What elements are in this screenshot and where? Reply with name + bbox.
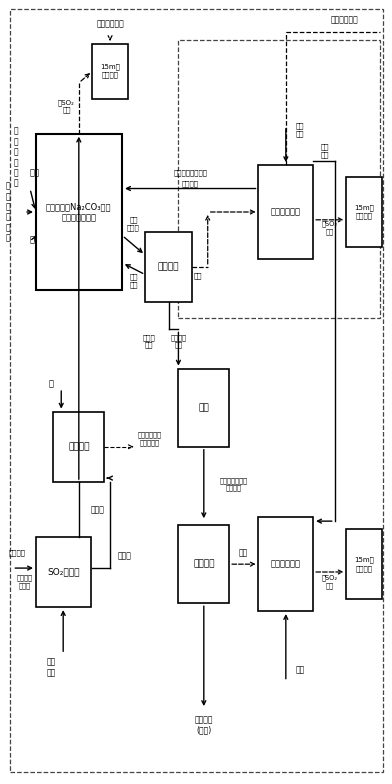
Text: 旋风分离: 旋风分离 — [193, 560, 214, 568]
Text: 热空气、水蒸气
焦亚颗粒: 热空气、水蒸气 焦亚颗粒 — [220, 477, 247, 492]
Bar — [258, 165, 313, 259]
Text: 含
硫
化
主
废
气: 含 硫 化 主 废 气 — [14, 127, 19, 187]
Text: SO₂发生炉: SO₂发生炉 — [47, 568, 80, 576]
Text: 硫磺
空气: 硫磺 空气 — [46, 658, 55, 677]
Bar — [258, 517, 313, 612]
Bar — [53, 412, 104, 482]
Text: 循环冷却
水降温: 循环冷却 水降温 — [16, 575, 32, 589]
Text: 洗涤液回收至合成: 洗涤液回收至合成 — [173, 169, 207, 176]
Text: 申请回收: 申请回收 — [181, 180, 199, 187]
Text: 冷却空气: 冷却空气 — [9, 549, 25, 556]
Text: 碱水: 碱水 — [194, 273, 202, 279]
Text: 焦亚固体
水分: 焦亚固体 水分 — [171, 334, 187, 348]
Text: 洗涤
废液: 洗涤 废液 — [321, 143, 330, 158]
Text: 旋流板塔洗涤: 旋流板塔洗涤 — [271, 560, 301, 568]
Text: 纯碱: 纯碱 — [30, 169, 40, 177]
Text: 热空气: 热空气 — [91, 505, 104, 514]
Text: 固液
混合物: 固液 混合物 — [127, 216, 140, 230]
Text: 15m排
气筒排放: 15m排 气筒排放 — [354, 205, 374, 220]
Text: 15m排
气筒排放: 15m排 气筒排放 — [100, 64, 120, 78]
Text: 尾气: 尾气 — [239, 548, 248, 557]
Text: 离心分离: 离心分离 — [158, 263, 180, 271]
Text: 15m排
气筒排放: 15m排 气筒排放 — [354, 557, 374, 572]
Text: 洗水
淡液: 洗水 淡液 — [296, 123, 304, 137]
Bar — [93, 44, 128, 99]
Text: 水: 水 — [30, 235, 35, 244]
Text: 母液
回收: 母液 回收 — [129, 274, 138, 288]
Text: 水: 水 — [49, 379, 53, 389]
Bar — [178, 40, 379, 318]
Text: 热空气: 热空气 — [118, 552, 132, 561]
Text: 含SO₂
尾气: 含SO₂ 尾气 — [321, 220, 338, 234]
Text: 含硫化主废气: 含硫化主废气 — [96, 20, 124, 29]
Text: 颗粒回收
(产品): 颗粒回收 (产品) — [194, 715, 213, 735]
Text: 酸性废水至废
水处理系统: 酸性废水至废 水处理系统 — [138, 432, 162, 446]
Text: 含硫化主废气: 含硫化主废气 — [330, 16, 358, 25]
Text: 水洗净化: 水洗净化 — [68, 442, 89, 452]
Bar — [36, 537, 91, 608]
Text: 湿固体
水分: 湿固体 水分 — [142, 334, 155, 348]
Text: 含
硫
化
主
废
气: 含 硫 化 主 废 气 — [5, 182, 10, 242]
Bar — [145, 231, 192, 302]
Bar — [178, 368, 229, 447]
Bar — [36, 134, 122, 290]
Bar — [347, 176, 381, 247]
Text: 取水: 取水 — [296, 666, 305, 674]
Bar — [347, 529, 381, 600]
Text: 旋流板塔洗涤: 旋流板塔洗涤 — [271, 208, 301, 216]
Text: 合成含三级Na₂CO₃吸收
合成焦亚硫酸钠: 合成含三级Na₂CO₃吸收 合成焦亚硫酸钠 — [46, 202, 112, 222]
Text: 含SO₂
尾气: 含SO₂ 尾气 — [58, 100, 75, 114]
Text: 含SO₂
尾气: 含SO₂ 尾气 — [321, 575, 338, 589]
Text: 干燥: 干燥 — [198, 403, 209, 412]
Bar — [178, 525, 229, 604]
